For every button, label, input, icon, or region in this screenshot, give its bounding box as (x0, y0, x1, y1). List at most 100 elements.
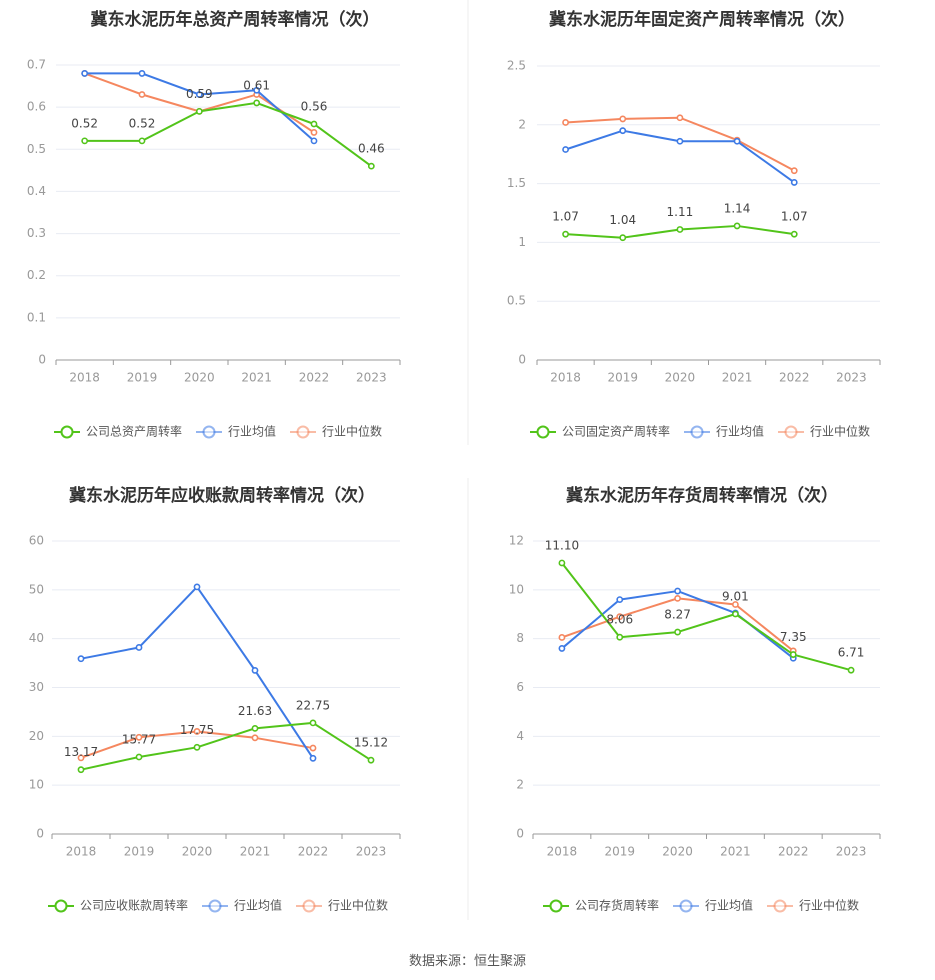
x-tick-label: 2023 (356, 845, 387, 859)
legend-label-industry_avg: 行业均值 (228, 424, 276, 439)
data-label: 8.06 (606, 613, 633, 627)
legend-marker-industry_avg (202, 425, 216, 439)
y-tick-label: 0.6 (27, 100, 46, 114)
y-tick-label: 20 (29, 729, 44, 743)
legend-marker-company (549, 899, 563, 913)
series-line-company (84, 101, 372, 167)
x-tick-label: 2021 (241, 371, 272, 385)
legend-label-industry_median: 行业中位数 (810, 424, 870, 439)
data-point-industry_avg (81, 70, 89, 77)
data-point-company (733, 222, 741, 230)
y-tick-label: 0 (518, 353, 526, 367)
y-tick-label: 10 (29, 778, 44, 792)
x-tick-label: 2018 (550, 371, 581, 385)
y-tick-label: 0.1 (27, 310, 46, 324)
chart-panel-3: 冀东水泥历年应收账款周转率情况（次） 0 10 20 30 40 50 60 2018 2019 2… (29, 485, 401, 913)
data-point-industry_avg (733, 137, 741, 145)
data-point-company (367, 162, 375, 170)
data-point-company (789, 651, 797, 658)
y-tick-label: 0.7 (27, 58, 46, 72)
chart-title: 冀东水泥历年总资产周转率情况（次） (91, 9, 380, 30)
y-tick-label: 40 (29, 631, 44, 645)
y-tick-label: 0.3 (27, 226, 46, 240)
x-tick-label: 2023 (356, 371, 387, 385)
data-point-industry_median (77, 754, 85, 762)
data-point-company (310, 120, 318, 128)
data-point-industry_avg (310, 137, 318, 145)
data-point-company (135, 753, 143, 761)
source-footer: 数据来源：恒生聚源 (408, 954, 526, 969)
legend-marker-company (536, 425, 550, 439)
data-point-company (732, 610, 739, 618)
data-point-company (195, 107, 203, 115)
x-tick-label: 2019 (607, 371, 638, 385)
x-tick-label: 2019 (604, 845, 635, 859)
legend-label-company: 公司应收账款周转率 (80, 898, 188, 913)
series-line-company (561, 562, 852, 672)
data-point-industry_median (619, 115, 627, 123)
data-point-industry_median (558, 634, 566, 641)
data-label: 1.04 (609, 213, 636, 227)
chart-panel-2: 冀东水泥历年固定资产周转率情况（次） 0 0.5 1 1.5 2 2.5 2018 2019 20… (507, 9, 881, 439)
data-label: 21.63 (238, 704, 272, 718)
data-label: 0.59 (186, 87, 213, 101)
legend-label-industry_median: 行业中位数 (328, 898, 388, 913)
data-point-company (77, 766, 85, 774)
chart-panel-4: 冀东水泥历年存货周转率情况（次） 0 2 4 6 8 10 12 2018 2019 2020 202… (509, 485, 881, 913)
y-tick-label: 2 (516, 778, 524, 792)
data-label: 0.61 (243, 78, 270, 92)
legend-marker-industry_avg (679, 899, 693, 913)
legend-label-industry_avg: 行业均值 (716, 424, 764, 439)
data-label: 15.77 (122, 732, 156, 746)
x-tick-label: 2019 (124, 845, 155, 859)
data-point-industry_median (732, 601, 739, 608)
x-tick-label: 2022 (779, 371, 810, 385)
y-tick-label: 0 (38, 353, 46, 367)
y-tick-label: 12 (509, 534, 524, 548)
data-label: 8.27 (664, 608, 691, 622)
chart-title: 冀东水泥历年固定资产周转率情况（次） (549, 9, 855, 30)
y-tick-label: 4 (516, 729, 524, 743)
legend-label-company: 公司存货周转率 (575, 898, 659, 913)
data-point-company (367, 756, 375, 764)
x-tick-label: 2020 (182, 845, 213, 859)
y-tick-label: 10 (509, 582, 524, 596)
data-point-industry_median (562, 119, 569, 126)
data-point-industry_avg (674, 587, 681, 595)
y-tick-label: 1.5 (507, 176, 526, 190)
series-line-industry_median (84, 72, 315, 134)
data-label: 0.56 (301, 100, 328, 114)
legend-marker-industry_median (773, 899, 787, 913)
x-tick-label: 2020 (662, 845, 693, 859)
data-point-industry_avg (676, 137, 684, 145)
x-tick-label: 2022 (298, 845, 329, 859)
y-tick-label: 6 (516, 680, 524, 694)
data-point-industry_avg (138, 70, 146, 77)
y-tick-label: 8 (516, 631, 524, 645)
y-tick-label: 2 (518, 117, 526, 131)
data-label: 11.10 (545, 538, 579, 552)
x-tick-label: 2019 (127, 371, 158, 385)
legend-label-company: 公司固定资产周转率 (562, 424, 670, 439)
x-tick-label: 2022 (778, 845, 809, 859)
x-tick-label: 2022 (299, 371, 330, 385)
y-tick-label: 0.5 (507, 294, 526, 308)
x-tick-label: 2021 (720, 845, 751, 859)
data-point-industry_avg (619, 127, 627, 135)
data-point-industry_avg (309, 754, 317, 762)
legend-marker-industry_avg (690, 425, 704, 439)
data-label: 6.71 (838, 646, 865, 660)
x-tick-label: 2021 (722, 371, 753, 385)
data-label: 1.07 (781, 210, 808, 224)
data-point-industry_avg (135, 644, 143, 651)
data-label: 0.52 (129, 116, 156, 130)
data-point-company (847, 666, 855, 674)
data-point-company (558, 559, 566, 567)
x-tick-label: 2018 (69, 371, 100, 385)
legend-label-industry_median: 行业中位数 (322, 424, 382, 439)
series-line-company (80, 721, 372, 771)
legend-marker-industry_avg (208, 899, 222, 913)
x-tick-label: 2018 (547, 845, 578, 859)
data-point-company (790, 230, 798, 238)
legend-marker-industry_median (296, 425, 310, 439)
